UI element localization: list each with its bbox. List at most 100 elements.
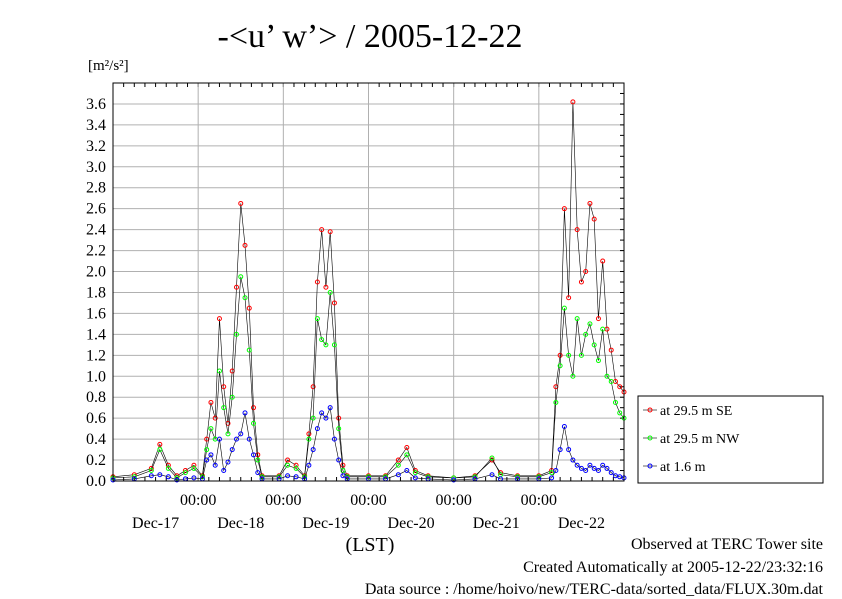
footer-source: Data source : /home/hoivo/new/TERC-data/… <box>364 581 823 598</box>
x-date-label: Dec-22 <box>558 515 605 532</box>
data-point <box>306 462 312 468</box>
y-tick-label: 0.2 <box>86 452 106 469</box>
data-point <box>314 316 320 322</box>
data-point <box>165 465 171 471</box>
data-point <box>285 473 291 479</box>
data-point <box>216 436 222 442</box>
data-point <box>208 426 214 432</box>
data-point <box>340 468 346 474</box>
data-point <box>319 227 325 233</box>
data-point <box>331 342 337 348</box>
legend-marker <box>647 435 653 441</box>
data-point <box>293 462 299 468</box>
data-point <box>336 457 342 463</box>
data-point <box>238 431 244 437</box>
x-date-label: Dec-17 <box>132 515 179 532</box>
data-point <box>293 465 299 471</box>
data-point <box>331 436 337 442</box>
x-date-label: Dec-18 <box>217 515 264 532</box>
data-point <box>157 447 163 453</box>
data-point <box>242 410 248 416</box>
data-point <box>306 431 312 437</box>
data-point <box>327 405 333 411</box>
data-point <box>221 384 227 390</box>
data-point <box>285 457 291 463</box>
y-tick-label: 0.6 <box>86 410 106 427</box>
series-line <box>112 276 625 479</box>
data-point <box>566 352 572 358</box>
y-tick-label: 2.4 <box>86 222 106 239</box>
y-tick-label: 1.4 <box>86 326 106 343</box>
data-point <box>293 474 299 480</box>
y-tick-label: 1.8 <box>86 284 106 301</box>
data-point <box>208 399 214 405</box>
x-date-label: Dec-19 <box>302 515 349 532</box>
y-tick-label: 3.0 <box>86 159 106 176</box>
footer-observed: Observed at TERC Tower site <box>630 536 823 553</box>
data-point <box>314 426 320 432</box>
data-point <box>570 99 576 105</box>
data-point <box>216 316 222 322</box>
data-point <box>617 384 623 390</box>
data-point <box>566 447 572 453</box>
data-point <box>549 470 555 476</box>
x-time-label: 00:00 <box>435 492 471 509</box>
data-point <box>310 415 316 421</box>
data-point <box>229 447 235 453</box>
data-point <box>395 457 401 463</box>
data-point <box>216 368 222 374</box>
data-point <box>583 269 589 275</box>
y-tick-label: 3.6 <box>86 96 106 113</box>
y-tick-label: 1.0 <box>86 368 106 385</box>
data-point <box>566 295 572 301</box>
data-point <box>404 452 410 458</box>
data-point <box>204 447 210 453</box>
data-point <box>251 420 257 426</box>
grid <box>112 82 625 482</box>
data-point <box>489 455 495 461</box>
data-point <box>595 358 601 364</box>
data-point <box>336 415 342 421</box>
data-point <box>591 342 597 348</box>
data-point <box>208 452 214 458</box>
data-point <box>561 305 567 311</box>
data-point <box>327 289 333 295</box>
data-point <box>340 462 346 468</box>
data-point <box>578 279 584 285</box>
data-point <box>553 399 559 405</box>
data-point <box>148 473 154 479</box>
data-point <box>310 447 316 453</box>
data-point <box>570 457 576 463</box>
data-point <box>489 472 495 478</box>
data-point <box>221 405 227 411</box>
data-point <box>557 363 563 369</box>
data-point <box>238 274 244 280</box>
data-point <box>600 462 606 468</box>
data-point <box>225 459 231 465</box>
data-point <box>587 462 593 468</box>
data-point <box>157 472 163 478</box>
data-point <box>331 300 337 306</box>
data-point <box>323 284 329 290</box>
data-point <box>225 431 231 437</box>
legend: at 29.5 m SE at 29.5 m NW at 1.6 m <box>637 395 824 484</box>
data-point <box>600 258 606 264</box>
y-tick-label: 0.8 <box>86 389 106 406</box>
series-line <box>112 406 625 481</box>
y-tick-label: 2.6 <box>86 201 106 218</box>
data-point <box>340 473 346 479</box>
data-point <box>246 305 252 311</box>
data-point <box>553 468 559 474</box>
x-date-label: Dec-20 <box>388 515 435 532</box>
y-tick-label: 1.6 <box>86 305 106 322</box>
data-point <box>587 321 593 327</box>
data-point <box>221 468 227 474</box>
data-point <box>310 384 316 390</box>
data-point <box>570 373 576 379</box>
data-point <box>557 447 563 453</box>
data-point <box>412 470 418 476</box>
data-point <box>157 441 163 447</box>
x-date-label: Dec-21 <box>473 515 520 532</box>
data-point <box>583 468 589 474</box>
